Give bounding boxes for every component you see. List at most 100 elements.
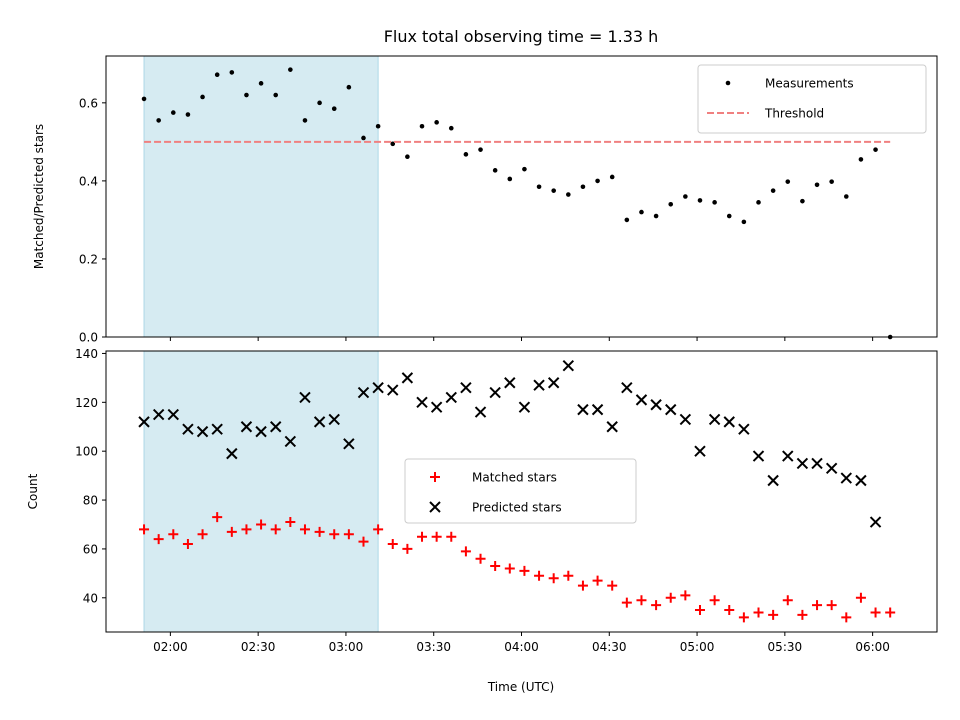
measurement-point bbox=[726, 213, 732, 219]
matched-star-point bbox=[402, 543, 413, 554]
measurement-point bbox=[361, 135, 366, 141]
x-tick-label: 05:30 bbox=[768, 640, 803, 654]
shaded-region bbox=[143, 55, 379, 338]
matched-star-point bbox=[797, 609, 808, 620]
matched-star-point bbox=[841, 612, 852, 623]
matched-star-point bbox=[446, 531, 457, 542]
matched-star-point bbox=[168, 529, 179, 540]
predicted-star-point bbox=[869, 516, 882, 528]
legend-box bbox=[404, 458, 637, 524]
predicted-star-point bbox=[167, 408, 180, 421]
measurement-point bbox=[800, 198, 805, 204]
matched-star-point bbox=[782, 595, 793, 606]
y-tick-label: 100 bbox=[75, 445, 98, 459]
measurement-point bbox=[639, 209, 644, 215]
measurement-point bbox=[448, 125, 454, 131]
matched-star-point bbox=[373, 524, 384, 535]
measurement-point bbox=[829, 179, 834, 184]
matched-star-point bbox=[270, 524, 281, 535]
predicted-star-point bbox=[606, 421, 618, 433]
x-axis-label: Time (UTC) bbox=[487, 680, 554, 694]
ratio-legend: Measurements Threshold bbox=[697, 64, 927, 134]
measurement-point bbox=[141, 96, 147, 102]
predicted-star-point bbox=[650, 399, 662, 411]
y-tick-label: 60 bbox=[83, 542, 98, 556]
matched-star-point bbox=[724, 605, 735, 616]
measurement-point bbox=[405, 154, 410, 159]
matched-star-point bbox=[607, 580, 618, 591]
measurement-point bbox=[624, 217, 630, 223]
predicted-star-point bbox=[270, 421, 282, 433]
predicted-star-point bbox=[401, 372, 414, 384]
predicted-star-point bbox=[635, 394, 648, 406]
predicted-star-point bbox=[211, 423, 223, 435]
predicted-star-point bbox=[152, 408, 165, 421]
measurement-point bbox=[609, 174, 615, 180]
measurement-point bbox=[229, 70, 235, 75]
matched-star-point bbox=[636, 595, 647, 606]
matched-star-point bbox=[753, 607, 764, 618]
y-tick-label: 120 bbox=[75, 396, 98, 410]
predicted-star-point bbox=[343, 438, 355, 450]
measurement-point bbox=[317, 100, 322, 106]
measurement-point bbox=[185, 112, 191, 117]
matched-star-point bbox=[577, 580, 588, 591]
predicted-star-point bbox=[840, 472, 852, 484]
predicted-star-point bbox=[825, 462, 838, 474]
observing-window-shade-counts bbox=[143, 350, 379, 633]
measurement-point bbox=[741, 219, 747, 225]
counts-legend: Matched stars Predicted stars bbox=[404, 458, 637, 524]
measurement-point bbox=[653, 213, 659, 219]
legend-matched-swatch bbox=[430, 472, 440, 482]
matched-star-point bbox=[226, 526, 237, 537]
predicted-star-point bbox=[679, 413, 692, 426]
measurement-point bbox=[273, 92, 279, 98]
matched-star-point bbox=[299, 524, 310, 535]
measurement-point bbox=[346, 84, 352, 90]
x-tick-label: 05:00 bbox=[680, 640, 715, 654]
y-tick-label: 0.2 bbox=[79, 252, 98, 266]
predicted-star-point bbox=[708, 413, 721, 426]
matched-star-point bbox=[358, 536, 369, 547]
predicted-star-point bbox=[547, 377, 560, 389]
predicted-star-point bbox=[255, 425, 267, 438]
predicted-star-point bbox=[226, 447, 238, 460]
measurement-point bbox=[375, 123, 381, 129]
predicted-star-point bbox=[811, 457, 823, 470]
matched-star-point bbox=[592, 575, 603, 586]
matched-star-point bbox=[197, 529, 208, 540]
observing-window-shade bbox=[143, 55, 379, 338]
measurement-point bbox=[478, 147, 483, 152]
ratio-panel: 0.0 0.2 0.4 0.6 Matched/Predicted stars Mea… bbox=[32, 55, 938, 345]
predicted-star-point bbox=[855, 474, 867, 487]
measurement-point bbox=[551, 188, 556, 193]
measurement-point bbox=[785, 179, 791, 184]
measurement-point bbox=[463, 152, 469, 157]
predicted-star-point bbox=[767, 474, 779, 487]
measurement-point bbox=[683, 194, 688, 199]
predicted-star-point bbox=[782, 450, 794, 462]
legend-label: Matched stars bbox=[472, 471, 557, 485]
predicted-star-point bbox=[796, 457, 809, 470]
matched-star-point bbox=[343, 529, 354, 540]
matched-star-point bbox=[709, 595, 720, 606]
measurement-point bbox=[156, 118, 161, 123]
ratio-x-ticks bbox=[169, 337, 874, 341]
legend-label: Measurements bbox=[765, 77, 854, 91]
legend-label: Threshold bbox=[764, 107, 824, 121]
matched-star-point bbox=[694, 605, 705, 616]
measurement-point bbox=[712, 200, 717, 205]
predicted-star-point bbox=[240, 421, 253, 433]
measurement-point bbox=[566, 192, 571, 197]
legend-predicted-swatch bbox=[429, 501, 441, 513]
matched-star-point bbox=[431, 531, 442, 542]
matched-star-point bbox=[768, 609, 779, 620]
predicted-star-point bbox=[328, 413, 340, 426]
predicted-star-point bbox=[299, 391, 311, 404]
matched-star-point bbox=[329, 529, 340, 540]
measurement-point bbox=[595, 178, 600, 184]
counts-plot-area bbox=[138, 359, 896, 623]
predicted-star-point bbox=[372, 381, 384, 394]
x-tick-label: 06:00 bbox=[855, 640, 890, 654]
